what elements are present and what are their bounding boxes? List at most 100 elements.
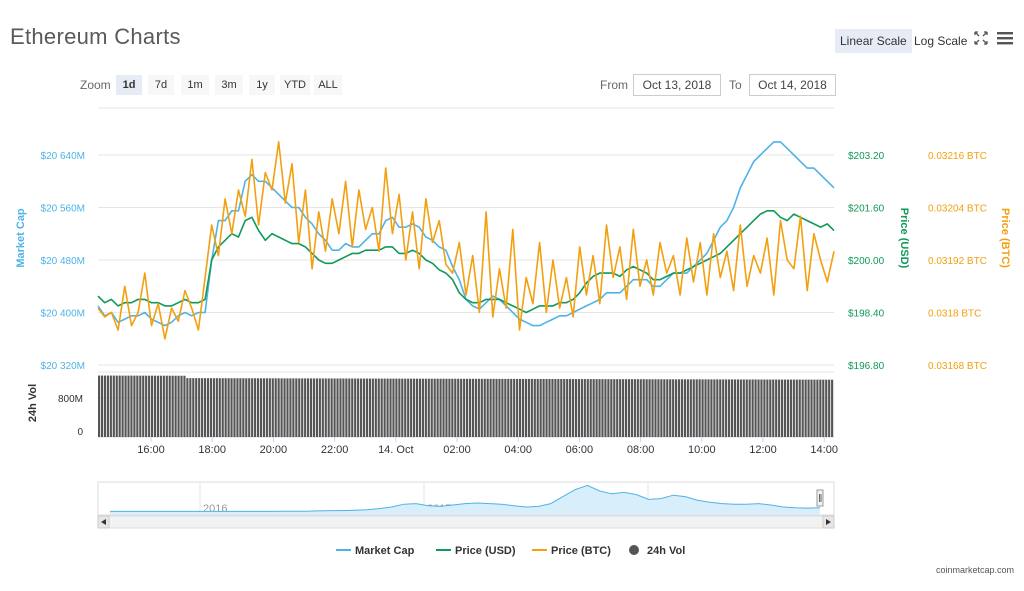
volume-bar [804,379,807,437]
volume-bar [698,379,701,437]
linear-scale-button[interactable]: Linear Scale [835,29,912,53]
legend-item-label[interactable]: 24h Vol [647,545,685,557]
zoom-all-button[interactable]: ALL [314,75,342,95]
hamburger-menu-icon[interactable] [996,30,1014,46]
navigator[interactable]: 201620172018 [97,481,835,529]
volume-bar [286,378,289,437]
zoom-ytd-button[interactable]: YTD [280,75,310,95]
volume-bar [295,378,298,437]
volume-bar [171,375,174,437]
fullscreen-icon[interactable] [973,30,989,46]
volume-bar [725,379,728,437]
zoom-1y-button[interactable]: 1y [249,75,275,95]
volume-bar [407,378,410,437]
volume-bar [542,378,545,437]
log-scale-button[interactable]: Log Scale [914,34,968,48]
volume-bar [368,378,371,437]
volume-bar [413,378,416,437]
volume-bar [518,378,522,437]
volume-bar [524,378,528,437]
volume-bar [318,378,321,437]
volume-bar [733,379,737,437]
volume-bar [580,379,583,437]
volume-bar [707,379,710,437]
credit-link[interactable]: coinmarketcap.com [935,565,1014,575]
volume-bar [569,379,572,437]
volume-bar [336,378,339,437]
volume-bar [586,379,589,437]
volume-bar [521,378,525,437]
volume-bar [551,379,554,437]
volume-axis-title: 24h Vol [27,384,39,422]
volume-tick-label: 800M [58,394,83,405]
volume-bar [118,375,121,437]
price-btc-tick-label: 0.03216 BTC [928,151,987,162]
volume-bar [159,375,162,437]
volume-bar [186,378,189,437]
volume-bar [463,378,466,437]
volume-bar [109,375,112,437]
volume-bar [130,375,133,437]
volume-bar [418,378,422,437]
legend[interactable]: Market Cap Price (USD) Price (BTC) 24h Vol [336,545,685,557]
volume-bar [268,378,271,437]
volume-bar [165,375,168,437]
volume-bar [292,378,295,437]
legend-item-label[interactable]: Price (BTC) [551,545,611,557]
x-tick-label: 02:00 [443,444,471,456]
zoom-1d-button[interactable]: 1d [116,75,142,95]
to-date-input[interactable]: Oct 14, 2018 [749,74,836,96]
navigator-line [110,484,821,512]
scroll-left-arrow-icon [101,519,106,525]
price-usd-axis-title: Price (USD) [898,208,910,269]
volume-bar [483,378,486,437]
from-date-input[interactable]: Oct 13, 2018 [633,74,721,96]
legend-item-label[interactable]: Price (USD) [455,545,516,557]
volume-bar [106,375,109,437]
zoom-3m-button[interactable]: 3m [215,75,243,95]
volume-bar [377,378,380,437]
legend-item-label[interactable]: Market Cap [355,545,415,557]
volume-bar [828,379,831,437]
volume-bar [642,379,645,437]
volume-bar [301,378,304,437]
volume-bar [831,379,834,437]
market-cap-tick-label: $20 400M [41,309,85,320]
volume-bar [739,379,742,437]
volume-bar [201,378,204,437]
price-btc-tick-label: 0.0318 BTC [928,309,981,320]
volume-bar [639,379,642,437]
volume-bar [362,378,366,437]
volume-bar [636,379,639,437]
volume-bar [439,378,442,437]
volume-bar [354,378,357,437]
volume-bar [386,378,389,437]
zoom-1m-button[interactable]: 1m [181,75,209,95]
volume-bar [657,379,660,437]
volume-bar [736,379,739,437]
volume-bar [513,378,516,437]
volume-bar [763,379,766,437]
volume-bar [748,379,751,437]
volume-bars [98,375,834,437]
volume-bar [348,378,351,437]
market-cap-tick-label: $20 640M [41,151,85,162]
volume-bar [683,379,686,437]
zoom-7d-button[interactable]: 7d [148,75,174,95]
price-usd-tick-label: $198.40 [848,309,885,320]
volume-bar [630,379,633,437]
from-label: From [600,78,628,92]
volume-bar [577,379,581,437]
volume-bar [180,375,183,437]
volume-bar [460,378,463,437]
volume-bar [327,378,330,437]
volume-bar [371,378,374,437]
volume-bar [254,378,257,437]
volume-bar [430,378,433,437]
volume-bar [218,378,221,437]
scrollbar-track[interactable] [97,515,835,529]
volume-bar [415,378,419,437]
volume-bar [686,379,689,437]
scroll-right-arrow-icon [826,519,831,525]
